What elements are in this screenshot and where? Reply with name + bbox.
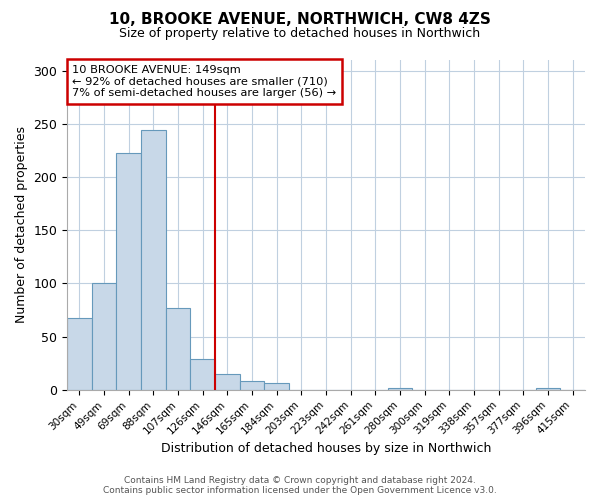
- Text: Contains HM Land Registry data © Crown copyright and database right 2024.
Contai: Contains HM Land Registry data © Crown c…: [103, 476, 497, 495]
- Bar: [215, 374, 240, 390]
- Bar: [92, 284, 116, 390]
- Text: 10 BROOKE AVENUE: 149sqm
← 92% of detached houses are smaller (710)
7% of semi-d: 10 BROOKE AVENUE: 149sqm ← 92% of detach…: [73, 65, 337, 98]
- X-axis label: Distribution of detached houses by size in Northwich: Distribution of detached houses by size …: [161, 442, 491, 455]
- Bar: [116, 152, 141, 390]
- Bar: [265, 384, 289, 390]
- Bar: [240, 382, 265, 390]
- Y-axis label: Number of detached properties: Number of detached properties: [15, 126, 28, 324]
- Bar: [388, 388, 412, 390]
- Bar: [190, 359, 215, 390]
- Text: Size of property relative to detached houses in Northwich: Size of property relative to detached ho…: [119, 28, 481, 40]
- Bar: [67, 318, 92, 390]
- Text: 10, BROOKE AVENUE, NORTHWICH, CW8 4ZS: 10, BROOKE AVENUE, NORTHWICH, CW8 4ZS: [109, 12, 491, 28]
- Bar: [141, 130, 166, 390]
- Bar: [536, 388, 560, 390]
- Bar: [166, 308, 190, 390]
